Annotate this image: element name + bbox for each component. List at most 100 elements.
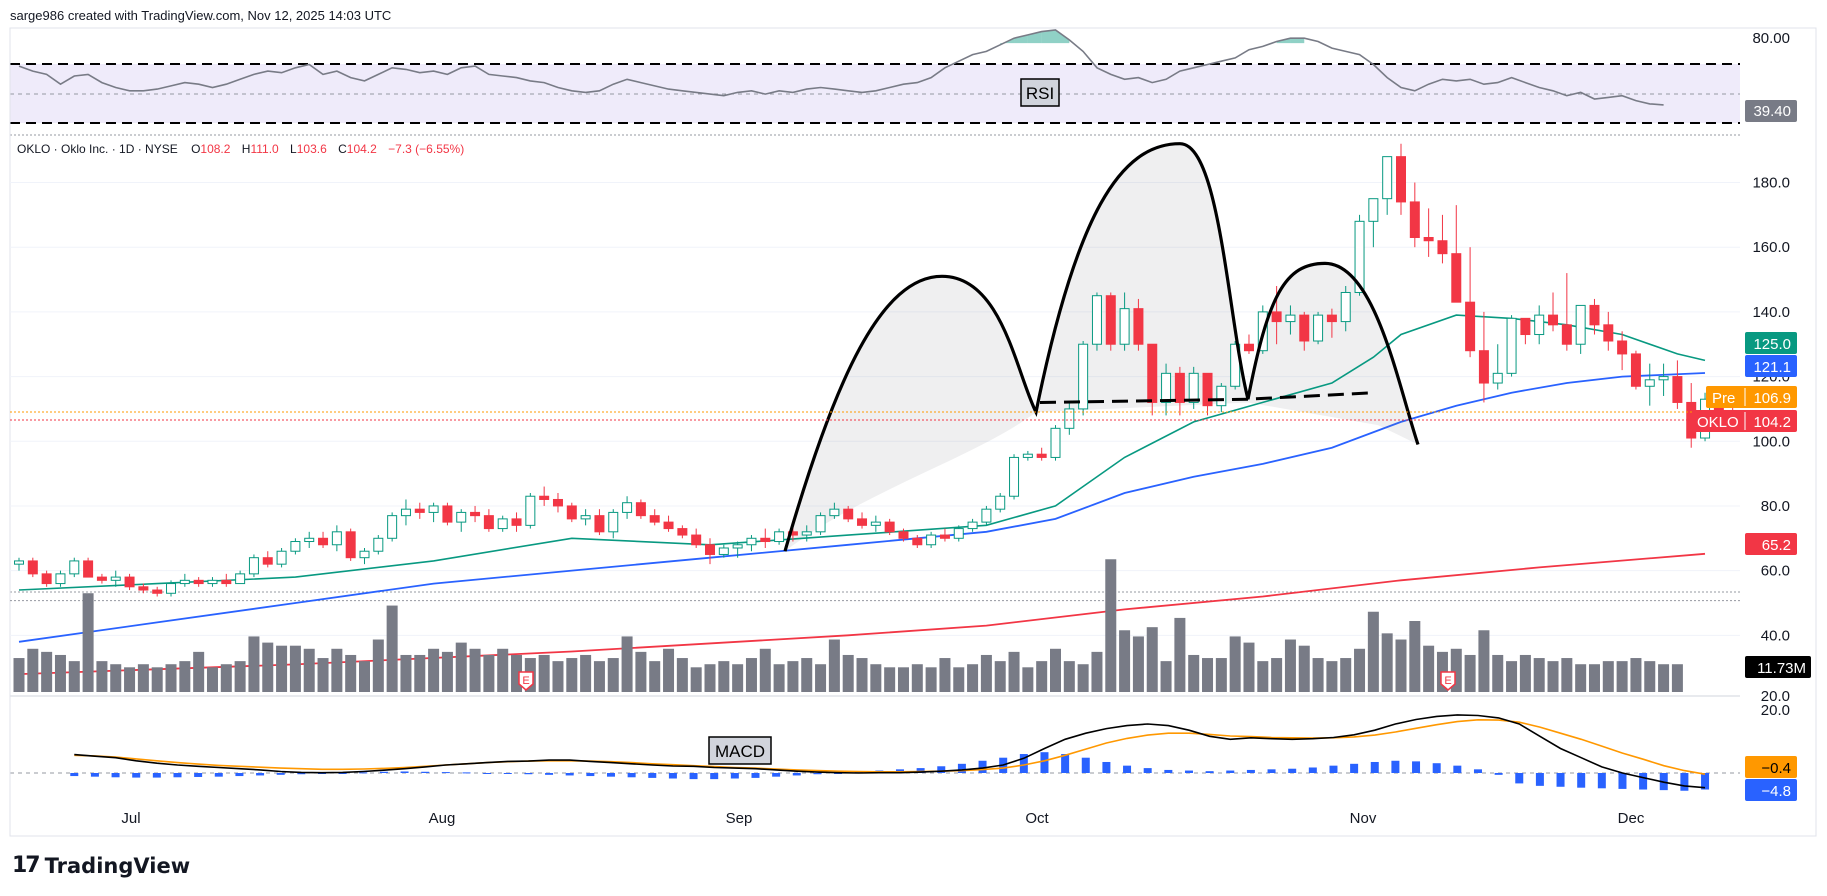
candle-body [939,534,950,539]
volume-bar [1340,658,1352,692]
volume-bar [1271,658,1283,692]
candle-body [1050,427,1061,458]
earnings-marker-aug[interactable]: E [518,671,534,691]
candle-body [1216,385,1227,407]
candle-body [718,547,729,555]
volume-bar [1119,630,1131,692]
macd-histogram-bar [916,768,925,773]
macd-histogram-bar [1329,765,1338,773]
volume-bar [1008,651,1020,692]
candle-body [69,560,80,575]
volume-bar [137,664,149,692]
candle-body [27,560,38,575]
candle-body [1368,198,1379,222]
candle-body [1188,372,1199,403]
volume-bar [1492,654,1504,692]
macd-histogram-bar [1556,773,1565,787]
legend-symbol: OKLO · Oklo Inc. · 1D · NYSE [17,142,178,156]
macd-histogram-bar [152,773,161,778]
rsi-tick-label: 80.00 [1752,30,1790,47]
macd-histogram-bar [1577,773,1586,788]
volume-bar [54,654,66,692]
volume-bar [1588,664,1600,692]
volume-bar [980,654,992,692]
volume-bar [220,664,232,692]
volume-bar [262,642,274,692]
volume-bar [1354,648,1366,692]
volume-bar [331,648,343,692]
pattern-shade [785,143,1418,552]
price-grid [10,182,1740,636]
macd-annotation-text: MACD [715,742,765,761]
candle-body [953,528,964,539]
volume-bar [317,658,329,692]
ema50-line [18,372,1706,643]
earnings-marker-nov-text: E [1444,675,1451,687]
earnings-marker-aug-text: E [522,675,529,687]
candle-body [580,515,591,520]
macd-histogram-bar [730,773,739,779]
macd-histogram-bar [1019,754,1028,773]
candle-body [1174,372,1185,403]
macd-histogram-bar [1143,768,1152,773]
candle-body [635,502,646,517]
legend-low-label: L [290,142,297,156]
volume-bar [386,605,398,692]
candle-body [746,537,757,546]
rsi-line [18,29,1664,106]
volume-bar [483,654,495,692]
candle-body [705,544,715,555]
candle-body [801,531,812,536]
macd-histogram-bar [1288,768,1297,773]
volume-bar [801,658,813,692]
volume-bar [1533,658,1545,692]
candle-body [373,537,384,552]
volume-bar [400,654,412,692]
macd-histogram-bar [1432,763,1441,773]
candle-body [387,515,398,539]
price-tick-label: 100.0 [1752,433,1790,450]
candle-body [649,515,660,523]
candle-body [760,537,771,543]
macd-line-badge: −4.8 [1745,779,1797,801]
volume-bar [663,648,675,692]
candle-body [1630,353,1641,387]
candle-body [414,508,425,513]
macd-histogram-bar [834,773,843,774]
volume-bar [110,664,122,692]
volume-bar [842,654,854,692]
candle-body [511,518,522,526]
macd-histogram-bar [524,773,533,775]
volume-bar [511,654,523,692]
candle-body [110,576,121,581]
volume-bar [303,648,315,692]
legend-row: OKLO · Oklo Inc. · 1D · NYSE O108.2 H111… [17,142,464,156]
volume-bar [607,658,619,692]
candle-body [1603,324,1614,342]
candle-body [331,531,342,546]
candle-body [1409,201,1420,238]
macd-histogram-bar [1494,773,1503,775]
candle-body [1326,314,1337,323]
volume-tick-label: 20.0 [1761,688,1790,705]
attribution-text: sarge986 created with TradingView.com, N… [10,8,392,23]
neckline [1039,391,1374,404]
macd-histogram-bar [1164,769,1173,773]
volume-bar [345,654,357,692]
candle-body [1644,379,1655,387]
volume-bar [1547,661,1559,692]
candle-body [1299,314,1310,342]
earnings-marker-nov[interactable]: E [1440,671,1456,691]
pattern-curve [783,142,1420,552]
macd-histogram-bar [1680,773,1689,791]
volume-bar [372,639,384,692]
tradingview-logo[interactable]: 17 TradingView [12,853,190,878]
candle-body [594,515,605,533]
macd-histogram-bar [1102,761,1111,773]
candle-body [1561,324,1572,345]
volume-bar [455,642,467,692]
volume-bar [870,664,882,692]
ema20-badge: 125.0 [1745,332,1797,354]
volume-bar [441,651,453,692]
